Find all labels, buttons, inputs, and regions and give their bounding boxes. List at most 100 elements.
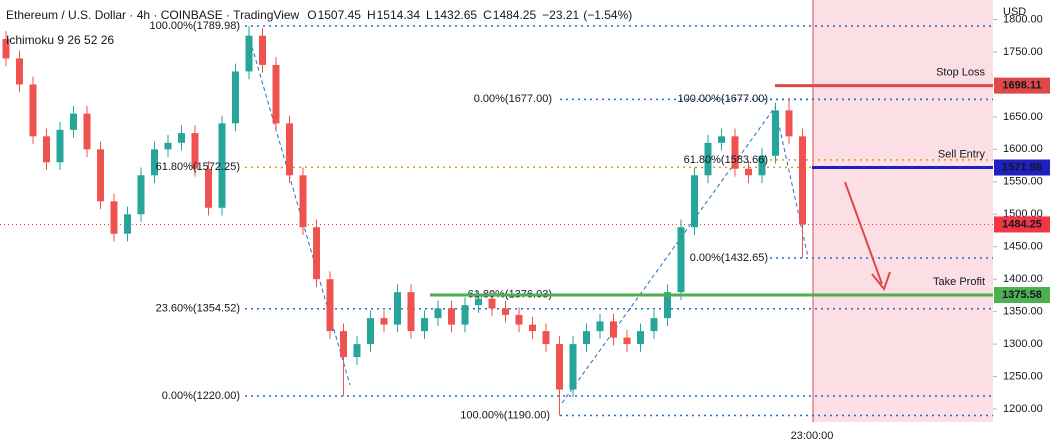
fib-label: 23.60%(1354.52)	[156, 303, 240, 315]
y-tick-label: 1450.00	[1003, 241, 1043, 253]
fib-label: 100.00%(1677.00)	[677, 93, 768, 105]
price-tag-label: 1571.98	[1002, 161, 1042, 173]
change: −23.21	[542, 8, 579, 22]
candle-body	[326, 279, 334, 332]
fib-label: 61.80%(1572.25)	[156, 161, 240, 173]
level-name: Take Profit	[933, 276, 985, 288]
candle-body	[151, 149, 158, 176]
candle-body	[731, 136, 739, 169]
candle-body	[745, 168, 752, 176]
candle-body	[637, 331, 644, 345]
candle-body	[124, 214, 131, 234]
candle-body	[353, 344, 361, 358]
y-tick-label: 1800.00	[1003, 13, 1043, 25]
candle-body	[718, 136, 725, 143]
candle-body	[83, 113, 91, 150]
candle-body	[704, 142, 712, 176]
candle-body	[299, 175, 307, 228]
candle-body	[110, 201, 118, 234]
candle-body	[218, 123, 226, 208]
candle-body	[16, 58, 23, 85]
ohlc-value: 1514.34	[377, 8, 421, 22]
currency: USD	[1003, 6, 1026, 18]
candle-body	[313, 227, 320, 280]
candle-body	[259, 35, 266, 65]
candle-body	[461, 305, 469, 325]
candle-body	[502, 308, 509, 315]
candle-body	[664, 292, 671, 319]
candle-body	[475, 298, 482, 306]
fib-label: 100.00%(1789.98)	[149, 20, 240, 32]
indicator: Ichimoku 9 26 52 26	[6, 33, 114, 47]
projection-zone	[813, 0, 993, 422]
candle-body	[2, 38, 10, 59]
y-tick-label: 1350.00	[1003, 306, 1043, 318]
plot	[0, 25, 993, 417]
price-tag-label: 1484.25	[1002, 218, 1042, 230]
candle-body	[596, 321, 604, 332]
candle-body	[772, 110, 779, 156]
fib-label: 0.00%(1677.00)	[474, 93, 552, 105]
price-tag-label: 1375.58	[1002, 289, 1042, 301]
ohlc-value: 1484.25	[493, 8, 537, 22]
candle-body	[43, 136, 50, 163]
candle-body	[610, 321, 617, 338]
candle-body	[367, 318, 374, 345]
candle-body	[178, 133, 185, 143]
y-tick-label: 1300.00	[1003, 338, 1043, 350]
candle-body	[785, 110, 793, 137]
candle-body	[421, 318, 428, 332]
candle-body	[232, 71, 239, 124]
candle-body	[583, 331, 590, 345]
arrow	[844, 181, 883, 285]
y-tick-label: 1650.00	[1003, 111, 1043, 123]
candle-body	[205, 168, 212, 208]
candle-body	[650, 318, 658, 332]
fib-trend	[249, 39, 351, 386]
candle-body	[569, 344, 577, 390]
fib-label: 0.00%(1432.65)	[690, 252, 768, 264]
fib-label: 100.00%(1190.00)	[460, 409, 550, 421]
candle-body	[799, 136, 806, 225]
candle-body	[56, 129, 64, 163]
candle-body	[691, 175, 698, 228]
change-pct: (−1.54%)	[583, 8, 632, 22]
candle-body	[556, 344, 563, 390]
candle-body	[191, 133, 199, 169]
candle-body	[164, 142, 172, 150]
header: Ethereum / U.S. Dollar · 4h · COINBASE ·…	[6, 8, 300, 47]
candle-body	[245, 35, 253, 72]
price-tag	[994, 287, 1050, 304]
candle-body	[380, 318, 388, 325]
candle-body	[70, 113, 77, 130]
candle-body	[29, 84, 37, 137]
candle-body	[340, 331, 347, 358]
candle-body	[434, 308, 442, 319]
y-tick-label: 1600.00	[1003, 143, 1043, 155]
y-tick-label: 1750.00	[1003, 46, 1043, 58]
candle-body	[758, 155, 766, 176]
price-tag-label: 1698.11	[1002, 80, 1041, 92]
y-tick-label: 1400.00	[1003, 273, 1043, 285]
ohlc-value: 1507.45	[318, 8, 362, 22]
candle-body	[286, 123, 293, 176]
ohlc-key: H	[367, 8, 376, 22]
title: Ethereum / U.S. Dollar · 4h · COINBASE ·…	[6, 8, 300, 22]
arrow-head	[871, 271, 891, 292]
candle-body	[515, 314, 523, 325]
candle-body	[137, 175, 145, 215]
candle-body	[272, 64, 280, 124]
x-tick-label: 23:00:00	[791, 430, 834, 442]
price-tag	[994, 159, 1050, 176]
candle-body	[394, 292, 401, 325]
price-tag	[994, 77, 1050, 94]
candle-body	[529, 324, 536, 332]
fib-label: 61.80%(1583.66)	[684, 154, 768, 166]
ohlc-key: O	[307, 8, 316, 22]
ohlc-value: 1432.65	[434, 8, 478, 22]
price-tag	[994, 216, 1050, 233]
ohlc-key: C	[483, 8, 492, 22]
candle-body	[623, 337, 631, 345]
level-name: Sell Entry	[938, 148, 986, 160]
